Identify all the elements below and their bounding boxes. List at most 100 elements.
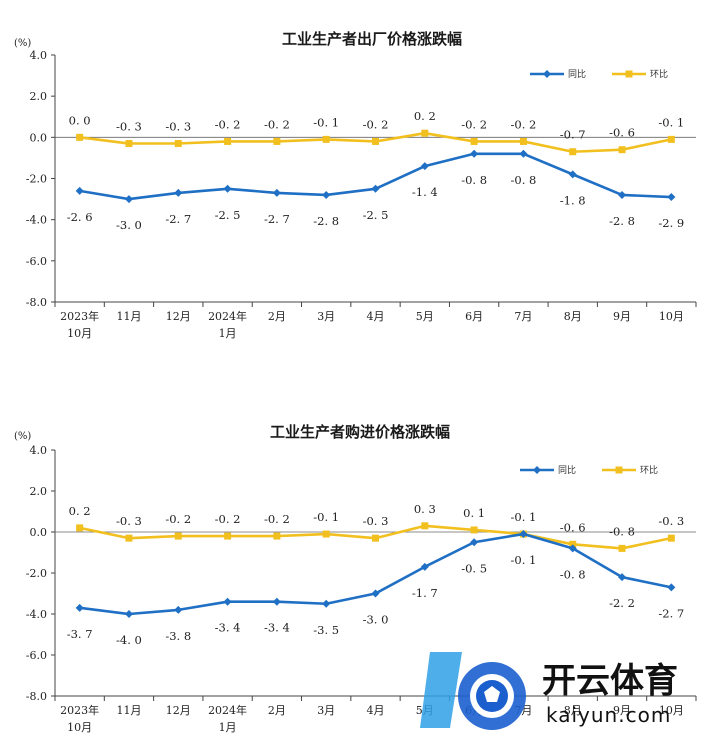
brand-watermark: 开云体育 kaiyun.com	[420, 640, 705, 740]
x-tick-label: 2月	[268, 310, 286, 323]
x-tick-label: 5月	[416, 310, 434, 323]
data-point-yoy	[618, 573, 627, 582]
data-label-yoy: -3. 4	[215, 621, 241, 635]
data-point-mom	[372, 137, 379, 145]
data-label-mom: -0. 3	[165, 120, 191, 134]
data-point-yoy	[124, 195, 133, 204]
x-tick-label: 6月	[465, 310, 483, 323]
y-axis-unit: (%)	[14, 38, 31, 49]
data-label-mom: -0. 2	[215, 512, 241, 526]
data-point-yoy	[420, 562, 429, 571]
data-point-yoy	[75, 186, 84, 195]
legend-marker-square	[615, 466, 623, 474]
x-tick-label: 12月	[166, 704, 191, 717]
y-tick-label: 4.0	[30, 444, 48, 457]
data-point-yoy	[470, 149, 479, 158]
x-tick-label: 10月	[67, 721, 92, 734]
x-tick-label: 10月	[659, 310, 684, 323]
y-tick-label: 2.0	[30, 90, 48, 103]
data-label-mom: -0. 2	[264, 512, 290, 526]
data-point-yoy	[420, 162, 429, 171]
legend-label: 同比	[568, 68, 586, 80]
x-tick-label: 9月	[613, 704, 631, 717]
data-label-mom: -0. 7	[560, 128, 586, 142]
data-label-mom: -0. 1	[658, 115, 684, 129]
data-label-mom: -0. 1	[313, 510, 339, 524]
data-point-mom	[76, 133, 84, 141]
data-label-mom: -0. 8	[609, 524, 635, 538]
x-tick-label: 1月	[219, 327, 237, 340]
data-point-mom	[174, 140, 182, 148]
data-label-yoy: -0. 8	[560, 567, 586, 581]
data-label-yoy: -2. 7	[165, 212, 191, 226]
data-label-mom: -0. 2	[461, 117, 487, 131]
data-point-yoy	[618, 190, 627, 199]
legend-marker-square	[625, 70, 633, 78]
data-point-mom	[667, 135, 675, 143]
legend-label: 同比	[558, 464, 576, 476]
data-point-mom	[372, 534, 379, 542]
data-label-yoy: -4. 0	[116, 633, 142, 647]
x-tick-label: 11月	[116, 704, 141, 717]
x-tick-label: 3月	[317, 310, 335, 323]
data-point-mom	[174, 532, 182, 540]
y-tick-label: 0.0	[30, 526, 48, 539]
data-label-mom: 0. 3	[414, 502, 436, 516]
data-point-mom	[569, 148, 577, 156]
y-tick-label: -4.0	[26, 214, 47, 227]
data-point-mom	[322, 135, 330, 143]
data-label-mom: -0. 2	[264, 117, 290, 131]
data-label-yoy: -1. 4	[412, 185, 438, 199]
data-label-yoy: -2. 8	[609, 214, 635, 228]
x-tick-label: 8月	[564, 704, 582, 717]
data-label-mom: 0. 0	[69, 113, 91, 127]
data-label-mom: -0. 2	[165, 512, 191, 526]
ppi-output-chart-svg: 工业生产者出厂价格涨跌幅 (%)4.0 2.0 0.0 -2.0 -4.0 -6.0 -8.0…	[14, 30, 697, 340]
data-point-mom	[322, 530, 330, 538]
y-axis-unit: (%)	[14, 431, 31, 442]
data-point-yoy	[272, 188, 281, 197]
data-point-mom	[470, 137, 478, 145]
data-label-yoy: -1. 8	[560, 193, 586, 207]
data-label-mom: 0. 1	[463, 506, 485, 520]
x-tick-label: 4月	[367, 310, 385, 323]
data-point-yoy	[272, 597, 281, 606]
x-tick-label: 12月	[166, 310, 191, 323]
y-tick-label: 2.0	[30, 485, 48, 498]
y-tick-label: -4.0	[26, 608, 47, 621]
ppi-purchase-chart: 工业生产者购进价格涨跌幅 (%) 4.0 2.0 0.0 -2.0 -4.0 -6.0 -8.0…	[0, 400, 709, 744]
data-point-mom	[125, 534, 133, 542]
brand-name-en: kaiyun.com	[546, 703, 671, 727]
data-label-yoy: -3. 4	[264, 621, 290, 635]
legend-marker-diamond	[543, 70, 551, 78]
data-label-yoy: -2. 2	[609, 596, 635, 610]
x-tick-label: 8月	[564, 310, 582, 323]
data-point-yoy	[174, 605, 183, 614]
data-point-mom	[421, 522, 429, 530]
data-label-mom: -0. 2	[511, 117, 537, 131]
data-label-mom: 0. 2	[69, 504, 91, 518]
data-point-mom	[618, 146, 626, 154]
x-tick-label: 2023年	[60, 309, 99, 323]
x-tick-label: 2月	[268, 704, 286, 717]
y-tick-label: -8.0	[26, 690, 47, 703]
data-label-mom: -0. 1	[313, 115, 339, 129]
data-label-mom: -0. 3	[116, 120, 142, 134]
data-point-mom	[224, 532, 232, 540]
x-tick-label: 1月	[219, 721, 237, 734]
y-tick-label: -2.0	[26, 567, 47, 580]
data-point-yoy	[174, 188, 183, 197]
x-tick-label: 2024年	[208, 703, 247, 717]
chart-title: 工业生产者购进价格涨跌幅	[270, 423, 450, 441]
data-point-mom	[273, 532, 281, 540]
data-label-yoy: -2. 8	[313, 214, 339, 228]
data-point-mom	[125, 140, 133, 148]
data-point-yoy	[322, 190, 331, 199]
data-label-mom: -0. 1	[511, 510, 537, 524]
ppi-output-chart: 工业生产者出厂价格涨跌幅 (%) 4.0 2.0 0.0 -2.0 -4.0 -6.0 -8.0…	[0, 0, 709, 372]
data-point-yoy	[519, 530, 528, 539]
data-point-yoy	[75, 603, 84, 612]
data-point-yoy	[322, 599, 331, 608]
y-tick-label: 0.0	[30, 131, 48, 144]
data-label-yoy: -0. 5	[461, 561, 487, 575]
